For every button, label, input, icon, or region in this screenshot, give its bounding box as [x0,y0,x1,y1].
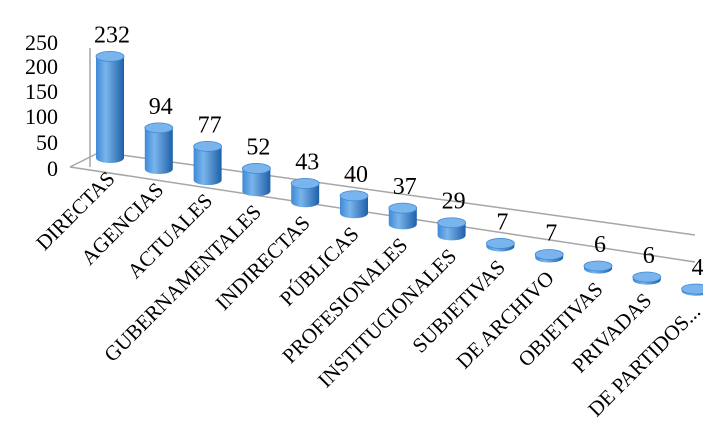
y-tick-label: 150 [25,79,58,104]
bar [340,195,368,219]
bar-top [437,217,467,229]
bar [388,208,417,230]
data-label: 52 [246,134,270,160]
data-label: 7 [545,220,557,246]
data-label: 4 [692,255,703,281]
data-label: 40 [344,162,368,188]
data-label: 94 [149,94,173,120]
bar-top [241,163,271,174]
bar [144,127,173,175]
data-label: 37 [393,174,417,200]
floor-left-edge [69,151,101,168]
bar-top [583,260,613,272]
bar-top [681,283,703,295]
y-tick-label: 200 [25,54,58,79]
y-tick-label: 50 [36,130,58,155]
bar-top [193,141,223,152]
bar-top [632,271,662,283]
bar [242,168,271,197]
bar-top [388,202,418,214]
data-label: 6 [643,243,655,269]
y-tick-label: 250 [25,30,58,55]
bar-top [534,249,564,260]
bar-top [290,178,320,189]
bar [193,146,222,186]
data-label: 29 [442,189,466,215]
bar [291,183,320,208]
bar-top [144,122,174,134]
data-label: 7 [496,209,508,235]
bar [96,56,124,164]
data-label: 6 [594,232,606,258]
bar-top [485,238,515,249]
data-label: 77 [198,112,222,138]
y-tick-label: 0 [47,156,58,181]
data-label: 232 [94,22,130,48]
data-label: 43 [295,149,319,175]
y-tick-label: 100 [25,104,58,129]
bar-top [95,51,125,62]
bar-top [339,190,369,202]
floor-front-edge [69,166,696,263]
